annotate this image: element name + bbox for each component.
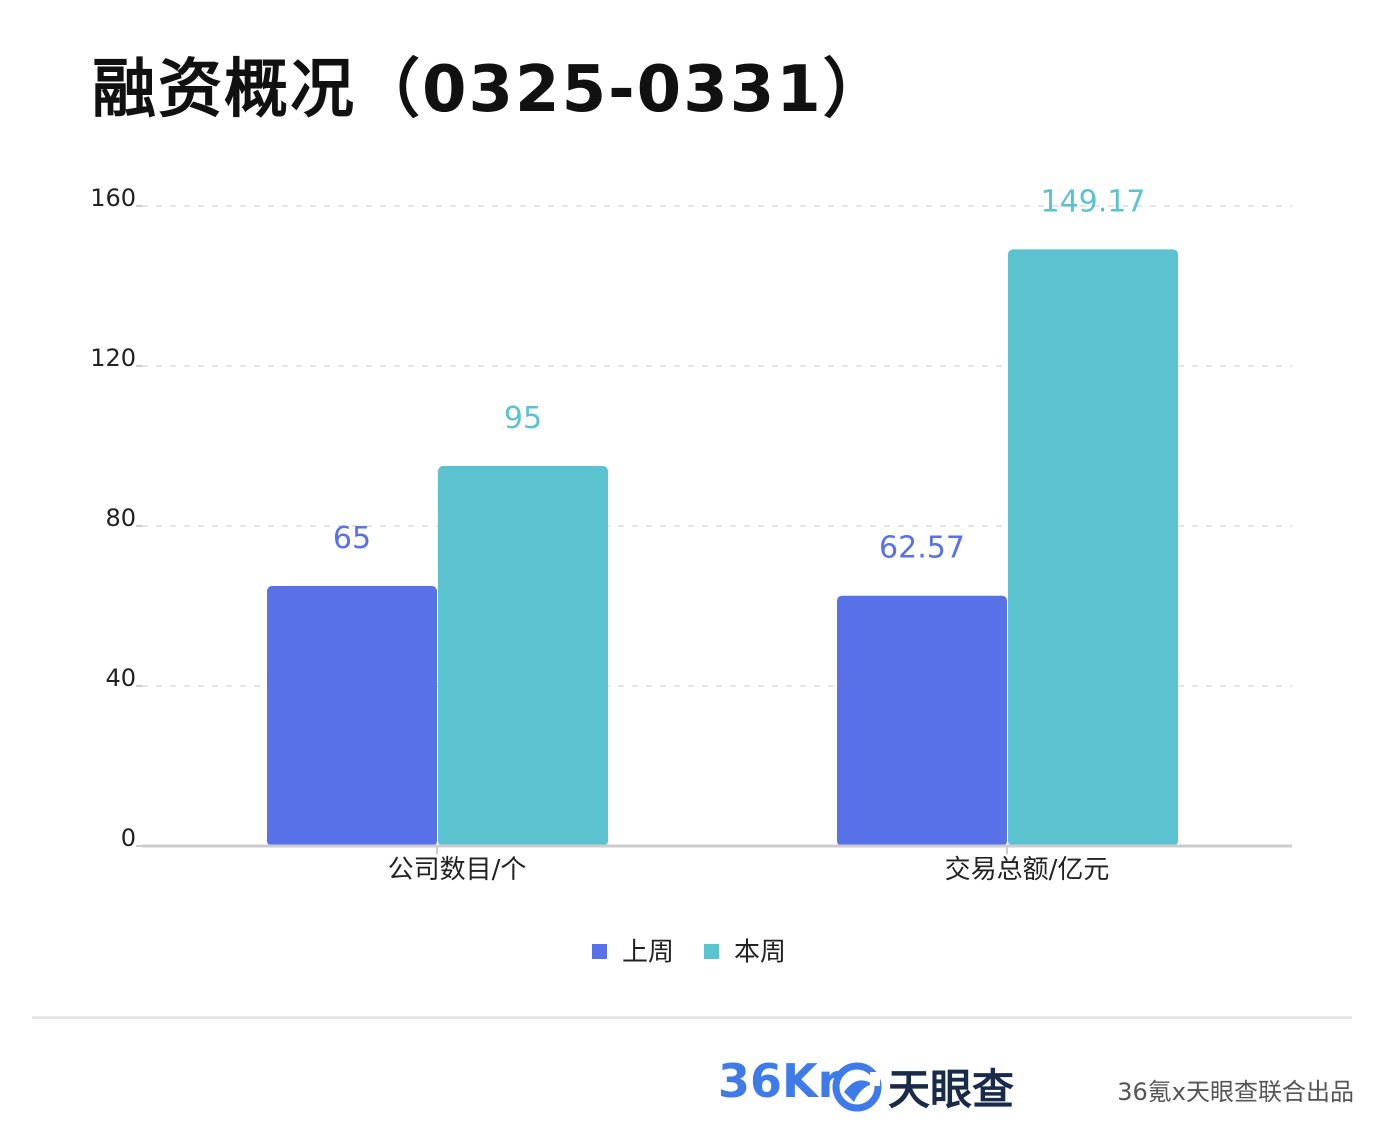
legend-swatch [592,944,607,959]
x-tick-label: 交易总额/亿元 [945,855,1110,885]
logo-36kr: 36Kr [718,1054,840,1108]
y-axis: 0 40 80 120 160 [90,184,142,852]
legend-label: 上周 [622,938,674,968]
logo-tianyancha-text: 天眼查 [888,1065,1015,1114]
data-labels: 65 95 62.57 149.17 [333,184,1146,565]
x-tick-label: 公司数目/个 [388,855,527,885]
bar-this-week-1 [1008,249,1178,846]
bar-last-week-0 [267,586,437,846]
footer-credit: 36氪x天眼查联合出品 [1117,1078,1354,1106]
legend: 上周 本周 [592,938,786,968]
footer-divider [32,1016,1352,1019]
y-tick-label: 40 [105,664,136,692]
chart-title: 融资概况（0325-0331） [92,53,889,127]
y-tick-label: 160 [90,184,136,212]
grid-lines [142,205,1292,687]
tianyancha-logo-icon [832,1062,882,1111]
x-axis: 公司数目/个 交易总额/亿元 [142,844,1292,885]
logo-36kr-text: 36Kr [718,1054,841,1108]
legend-swatch [704,944,719,959]
bar-this-week-0 [438,466,608,846]
data-label: 149.17 [1041,184,1146,219]
bars [267,249,1178,846]
y-tick-label: 0 [121,824,136,852]
data-label: 65 [333,521,371,556]
logo-tianyancha: 天眼查 [832,1056,1014,1117]
y-tick-label: 80 [105,504,136,532]
y-tick-label: 120 [90,344,136,372]
legend-label: 本周 [734,938,786,968]
data-label: 95 [504,401,542,436]
bar-chart: 0 40 80 120 160 65 95 62.57 149.17 公司数目/个 交易总额/亿… [90,184,1292,968]
bar-last-week-1 [837,595,1007,846]
data-label: 62.57 [879,531,965,566]
